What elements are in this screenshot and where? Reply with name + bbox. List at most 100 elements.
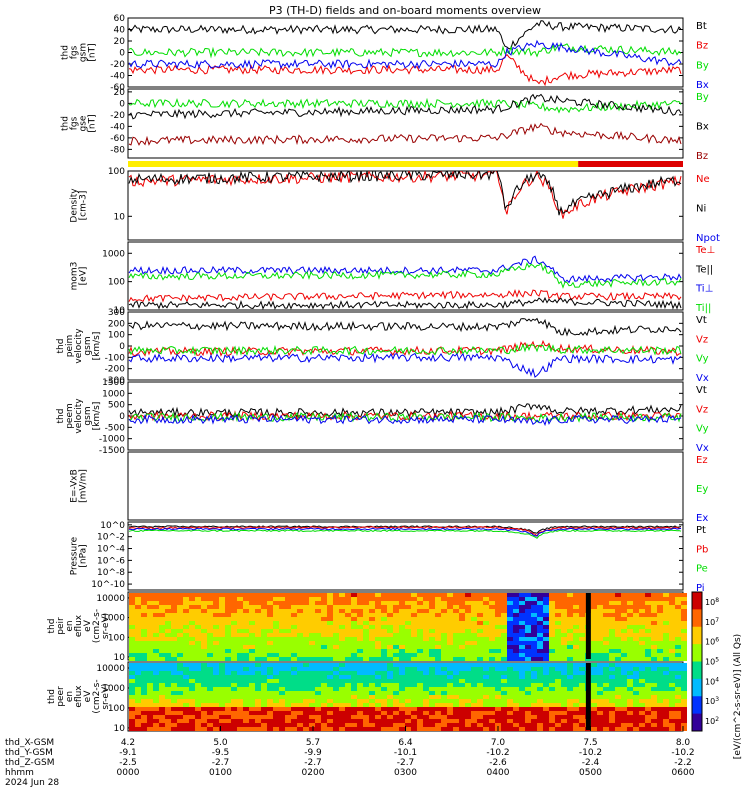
heatmap-cell (255, 609, 261, 613)
heatmap-cell (405, 715, 411, 719)
heatmap-cell (627, 645, 633, 649)
heatmap-cell (237, 667, 243, 671)
heatmap-cell (615, 711, 621, 715)
heatmap-cell (669, 675, 675, 679)
heatmap-cell (597, 691, 603, 695)
heatmap-cell (147, 667, 153, 671)
heatmap-cell (501, 667, 507, 671)
heatmap-cell (261, 641, 267, 645)
heatmap-cell (225, 703, 231, 707)
heatmap-cell (333, 683, 339, 687)
heatmap-cell (327, 719, 333, 723)
heatmap-cell (171, 601, 177, 605)
heatmap-cell (615, 663, 621, 667)
heatmap-cell (543, 723, 549, 727)
heatmap-cell (273, 609, 279, 613)
series-line (128, 43, 682, 59)
heatmap-cell (447, 723, 453, 727)
heatmap-cell (579, 597, 585, 601)
heatmap-cell (429, 695, 435, 699)
heatmap-cell (543, 605, 549, 609)
heatmap-cell (441, 593, 447, 597)
heatmap-cell (669, 711, 675, 715)
heatmap-cell (411, 621, 417, 625)
heatmap-cell (501, 703, 507, 707)
heatmap-cell (417, 671, 423, 675)
heatmap-cell (459, 625, 465, 629)
heatmap-cell (207, 703, 213, 707)
heatmap-cell (453, 609, 459, 613)
heatmap-cell (249, 687, 255, 691)
heatmap-cell (261, 629, 267, 633)
heatmap-cell (381, 663, 387, 667)
heatmap-cell (297, 601, 303, 605)
heatmap-cell (579, 637, 585, 641)
heatmap-cell (669, 593, 675, 597)
heatmap-cell (615, 699, 621, 703)
heatmap-cell (459, 687, 465, 691)
heatmap-cell (663, 695, 669, 699)
heatmap-cell (483, 687, 489, 691)
heatmap-cell (675, 671, 681, 675)
heatmap-cell (297, 667, 303, 671)
heatmap-cell (663, 683, 669, 687)
heatmap-cell (177, 699, 183, 703)
heatmap-cell (231, 703, 237, 707)
heatmap-cell (135, 727, 141, 731)
heatmap-cell (219, 707, 225, 711)
heatmap-cell (171, 719, 177, 723)
heatmap-cell (297, 691, 303, 695)
heatmap-cell (411, 593, 417, 597)
heatmap-cell (351, 671, 357, 675)
ephemeris-value: -2.5 (119, 758, 137, 768)
heatmap-cell (249, 663, 255, 667)
heatmap-cell (261, 653, 267, 657)
heatmap-cell (615, 719, 621, 723)
heatmap-cell (231, 637, 237, 641)
heatmap-cell (237, 703, 243, 707)
heatmap-cell (207, 711, 213, 715)
heatmap-cell (129, 625, 135, 629)
heatmap-cell (339, 691, 345, 695)
heatmap-cell (285, 629, 291, 633)
heatmap-cell (471, 633, 477, 637)
heatmap-cell (651, 691, 657, 695)
heatmap-cell (519, 629, 525, 633)
heatmap-cell (549, 663, 555, 667)
heatmap-cell (531, 719, 537, 723)
heatmap-cell (495, 601, 501, 605)
heatmap-cell (579, 657, 585, 661)
heatmap-cell (459, 727, 465, 731)
heatmap-cell (531, 621, 537, 625)
heatmap-cell (501, 637, 507, 641)
heatmap-cell (597, 683, 603, 687)
heatmap-cell (639, 723, 645, 727)
heatmap-cell (309, 719, 315, 723)
heatmap-cell (573, 645, 579, 649)
heatmap-cell (357, 593, 363, 597)
heatmap-cell (237, 645, 243, 649)
heatmap-cell (183, 691, 189, 695)
series-line (128, 171, 682, 219)
heatmap-cell (639, 649, 645, 653)
heatmap-cell (495, 629, 501, 633)
heatmap-cell (369, 663, 375, 667)
heatmap-cell (531, 683, 537, 687)
heatmap-cell (561, 671, 567, 675)
heatmap-cell (675, 663, 681, 667)
heatmap-cell (345, 691, 351, 695)
heatmap-cell (441, 641, 447, 645)
heatmap-cell (573, 625, 579, 629)
heatmap-cell (387, 657, 393, 661)
heatmap-cell (561, 609, 567, 613)
heatmap-cell (141, 653, 147, 657)
heatmap-cell (207, 667, 213, 671)
heatmap-cell (375, 671, 381, 675)
heatmap-cell (153, 649, 159, 653)
heatmap-cell (657, 699, 663, 703)
heatmap-cell (411, 679, 417, 683)
heatmap-cell (321, 679, 327, 683)
heatmap-cell (309, 675, 315, 679)
heatmap-cell (297, 707, 303, 711)
